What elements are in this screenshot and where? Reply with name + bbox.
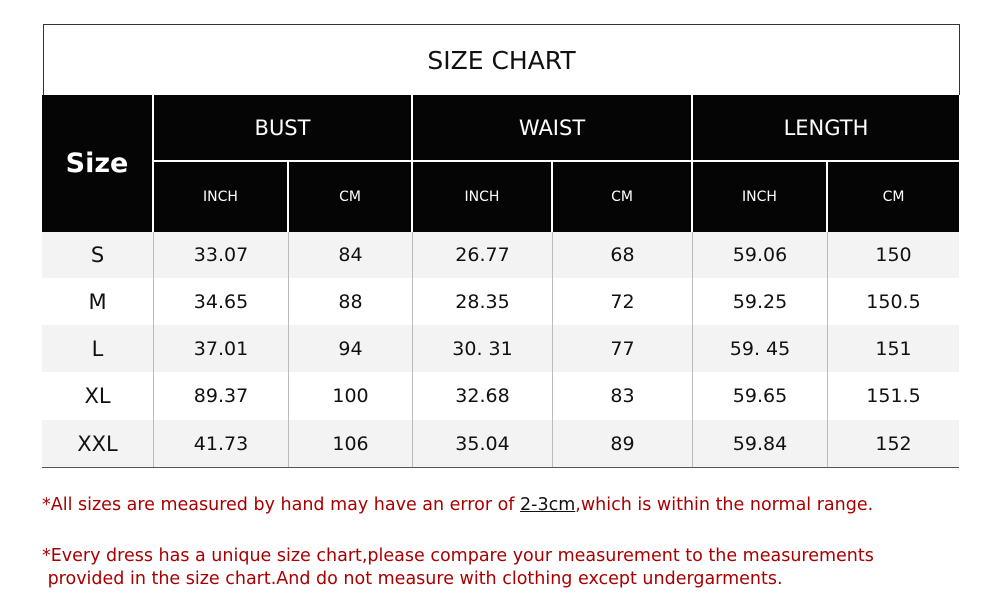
bust-cm-header: CM <box>289 162 413 232</box>
cell-bust-cm: 88 <box>289 278 413 325</box>
cell-bust-cm: 106 <box>289 420 413 467</box>
note-size-chart-line2: provided in the size chart.And do not me… <box>42 569 783 589</box>
note1-highlight: 2-3cm <box>520 495 576 515</box>
table-row: L 37.01 94 30. 31 77 59. 45 151 <box>42 325 959 372</box>
cell-length-inch: 59.65 <box>693 372 828 420</box>
cell-waist-inch: 28.35 <box>413 278 553 325</box>
cell-length-cm: 152 <box>875 432 912 455</box>
note-size-chart-line1: *Every dress has a unique size chart,ple… <box>42 546 874 566</box>
cell-bust-inch: 41.73 <box>154 420 289 467</box>
cell-size: L <box>42 325 154 372</box>
cell-bust-inch: 89.37 <box>154 372 289 420</box>
cell-length-cm: 150 <box>875 244 912 266</box>
cell-waist-cm: 83 <box>553 372 693 420</box>
table-bottom-border <box>42 467 959 468</box>
length-cm-header: CM <box>828 162 959 232</box>
table-row: XXL 41.73 106 35.04 89 59.84 152 <box>42 420 959 467</box>
cell-waist-inch: 30. 31 <box>413 325 553 372</box>
cell-length-cm: 150.5 <box>866 290 921 313</box>
cell-size: M <box>42 278 154 325</box>
waist-cm-header: CM <box>553 162 693 232</box>
cell-size: XXL <box>42 420 154 467</box>
note1-text-end: ,which is within the normal range. <box>575 495 874 515</box>
cell-waist-inch: 32.68 <box>413 372 553 420</box>
waist-header: WAIST <box>413 95 693 162</box>
cell-length-cm: 151.5 <box>866 385 921 407</box>
cell-bust-inch: 37.01 <box>154 325 289 372</box>
cell-length-inch: 59.06 <box>693 232 828 278</box>
cell-size: S <box>42 232 154 278</box>
size-chart-title: SIZE CHART <box>43 24 960 95</box>
cell-length-inch: 59. 45 <box>693 325 828 372</box>
length-header: LENGTH <box>693 95 959 162</box>
table-row: XL 89.37 100 32.68 83 59.65 151.5 <box>42 372 959 420</box>
cell-waist-cm: 77 <box>553 325 693 372</box>
size-column-header: Size <box>42 95 154 232</box>
cell-waist-cm: 68 <box>553 232 693 278</box>
bust-header: BUST <box>154 95 413 162</box>
cell-bust-inch: 34.65 <box>154 278 289 325</box>
note1-text: *All sizes are measured by hand may have… <box>42 495 521 515</box>
cell-length-inch: 59.25 <box>693 278 828 325</box>
cell-waist-inch: 35.04 <box>413 420 553 467</box>
cell-bust-cm: 84 <box>289 232 413 278</box>
cell-length-cm: 151 <box>875 337 912 360</box>
cell-waist-inch: 26.77 <box>413 232 553 278</box>
length-inch-header: INCH <box>693 162 828 232</box>
cell-length-inch: 59.84 <box>693 420 828 467</box>
waist-inch-header: INCH <box>413 162 553 232</box>
cell-size: XL <box>42 372 154 420</box>
note-measurement-error: *All sizes are measured by hand may have… <box>42 494 873 517</box>
cell-bust-inch: 33.07 <box>154 232 289 278</box>
table-row: M 34.65 88 28.35 72 59.25 150.5 <box>42 278 959 325</box>
cell-waist-cm: 72 <box>553 278 693 325</box>
cell-bust-cm: 94 <box>289 325 413 372</box>
bust-inch-header: INCH <box>154 162 289 232</box>
table-row: S 33.07 84 26.77 68 59.06 150 <box>42 232 959 278</box>
cell-bust-cm: 100 <box>289 372 413 420</box>
cell-waist-cm: 89 <box>553 420 693 467</box>
